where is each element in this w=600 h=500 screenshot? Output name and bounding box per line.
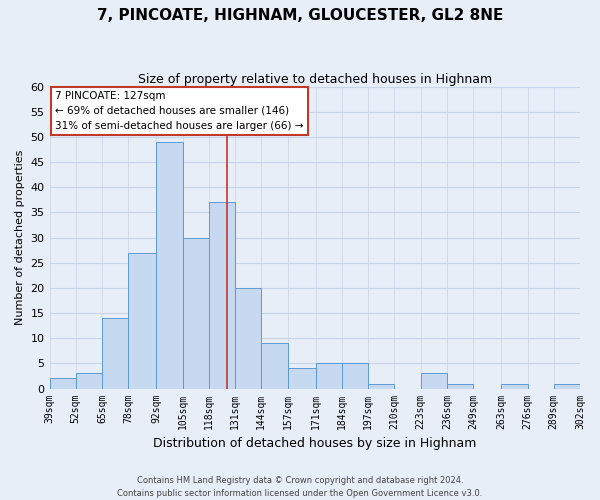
Bar <box>502 384 527 388</box>
Bar <box>447 384 473 388</box>
Bar <box>76 374 102 388</box>
Bar <box>50 378 76 388</box>
Bar <box>102 318 128 388</box>
Bar <box>209 202 235 388</box>
Bar <box>182 238 209 388</box>
Bar <box>262 344 287 388</box>
Bar <box>421 374 447 388</box>
Title: Size of property relative to detached houses in Highnam: Size of property relative to detached ho… <box>138 72 492 86</box>
Bar <box>316 364 342 388</box>
Bar <box>287 368 316 388</box>
Bar <box>342 364 368 388</box>
Bar <box>128 252 157 388</box>
Bar <box>554 384 580 388</box>
Bar <box>368 384 394 388</box>
Text: 7, PINCOATE, HIGHNAM, GLOUCESTER, GL2 8NE: 7, PINCOATE, HIGHNAM, GLOUCESTER, GL2 8N… <box>97 8 503 22</box>
X-axis label: Distribution of detached houses by size in Highnam: Distribution of detached houses by size … <box>153 437 476 450</box>
Text: Contains HM Land Registry data © Crown copyright and database right 2024.
Contai: Contains HM Land Registry data © Crown c… <box>118 476 482 498</box>
Bar <box>157 142 182 388</box>
Y-axis label: Number of detached properties: Number of detached properties <box>15 150 25 326</box>
Text: 7 PINCOATE: 127sqm
← 69% of detached houses are smaller (146)
31% of semi-detach: 7 PINCOATE: 127sqm ← 69% of detached hou… <box>55 91 304 131</box>
Bar <box>235 288 262 388</box>
